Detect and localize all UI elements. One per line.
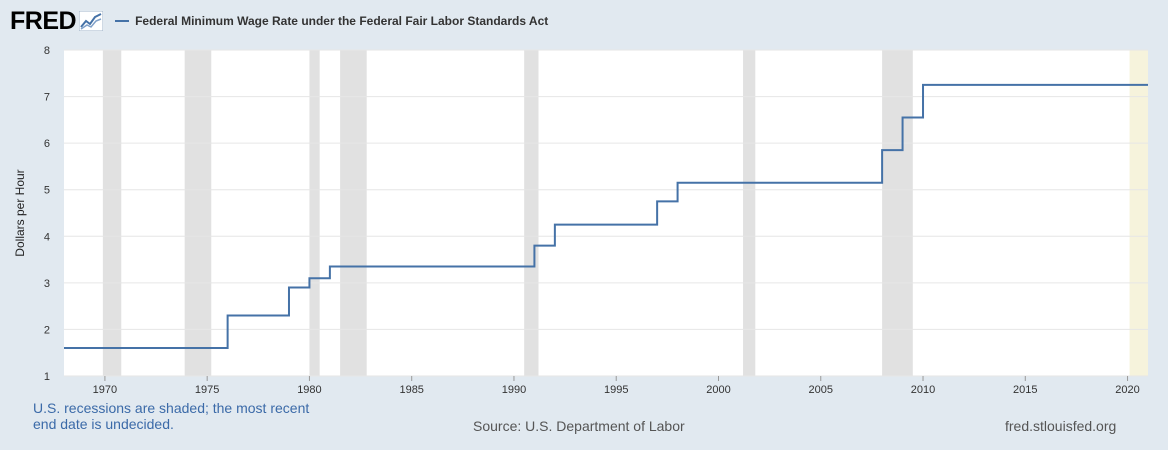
gridlines bbox=[64, 49, 1148, 377]
y-tick-label: 8 bbox=[44, 45, 50, 57]
x-tick-label: 1995 bbox=[604, 384, 628, 396]
recession-band bbox=[882, 50, 913, 376]
x-tick-label: 2010 bbox=[911, 384, 935, 396]
chart-legend: Federal Minimum Wage Rate under the Fede… bbox=[115, 14, 548, 28]
fred-logo-text: FRED bbox=[10, 6, 77, 35]
source-note: Source: U.S. Department of Labor bbox=[473, 418, 685, 434]
recession-band bbox=[102, 50, 122, 376]
x-tick-label: 1990 bbox=[502, 384, 526, 396]
recession-band bbox=[309, 50, 320, 376]
series-line bbox=[64, 83, 1148, 350]
recession-band bbox=[340, 50, 367, 376]
y-tick-label: 2 bbox=[44, 324, 50, 336]
y-tick-label: 1 bbox=[44, 371, 50, 383]
recession-note: U.S. recessions are shaded; the most rec… bbox=[33, 400, 310, 432]
series-lines bbox=[64, 83, 1148, 350]
fred-graph-icon bbox=[79, 11, 104, 31]
y-tick-label: 3 bbox=[44, 278, 50, 290]
y-tick-label: 7 bbox=[44, 92, 50, 104]
recession-band bbox=[524, 50, 539, 376]
recession-band bbox=[743, 50, 756, 376]
fred-site-link[interactable]: fred.stlouisfed.org bbox=[1005, 418, 1117, 434]
x-tick-label: 2005 bbox=[809, 384, 833, 396]
y-tick-label: 5 bbox=[44, 185, 50, 197]
y-tick-label: 6 bbox=[44, 138, 50, 150]
recession-band-undecided bbox=[1129, 50, 1148, 376]
x-tick-label: 2000 bbox=[706, 384, 730, 396]
legend-swatch bbox=[115, 20, 130, 22]
recession-band bbox=[184, 50, 212, 376]
y-axis-label: Dollars per Hour bbox=[13, 169, 27, 256]
x-tick-label: 1975 bbox=[195, 384, 219, 396]
x-tick-label: 1985 bbox=[399, 384, 423, 396]
recession-bands bbox=[102, 50, 1148, 376]
fred-logo[interactable]: FRED bbox=[10, 6, 104, 36]
x-tick-label: 2015 bbox=[1013, 384, 1037, 396]
y-tick-label: 4 bbox=[44, 231, 50, 243]
x-tick-label: 1980 bbox=[297, 384, 321, 396]
x-tick-label: 1970 bbox=[93, 384, 117, 396]
chart-header: FRED Federal Minimum Wage Rate under the… bbox=[10, 6, 548, 36]
x-tick-label: 2020 bbox=[1115, 384, 1139, 396]
legend-label: Federal Minimum Wage Rate under the Fede… bbox=[135, 14, 549, 28]
x-axis-ticks: 1970 1975 1980 1985 1990 1995 2000 2005 2010 2015… bbox=[93, 376, 1140, 396]
plot-background bbox=[64, 50, 1148, 376]
y-axis-ticks: 1 2 3 4 5 6 7 8 bbox=[44, 45, 50, 383]
